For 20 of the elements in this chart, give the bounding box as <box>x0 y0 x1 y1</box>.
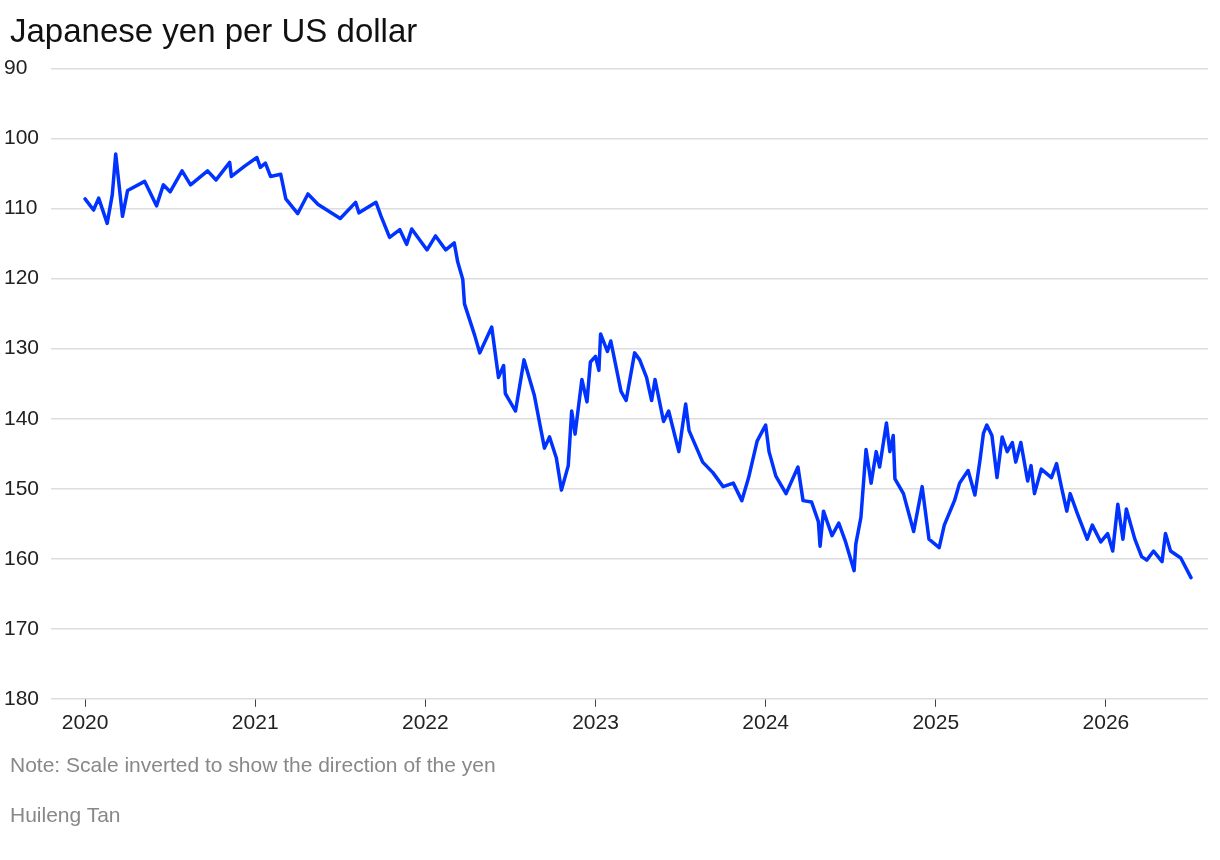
y-tick-label: 90 <box>4 55 28 79</box>
x-tick-label: 2022 <box>401 710 449 734</box>
x-tick-label: 2025 <box>912 710 960 734</box>
x-tick-label: 2021 <box>231 710 279 734</box>
y-tick-label: 100 <box>4 125 40 149</box>
y-tick-label: 160 <box>4 545 40 569</box>
y-tick-label: 180 <box>4 685 40 709</box>
text: Huileng Tan <box>10 802 122 828</box>
x-tick-label: 2020 <box>61 710 109 734</box>
x-tick-label: 2026 <box>1082 710 1130 734</box>
y-tick-label: 170 <box>4 615 40 639</box>
y-tick-label: 150 <box>4 475 40 499</box>
y-tick-label: 110 <box>4 195 38 219</box>
x-tick-label: 2024 <box>742 710 790 734</box>
y-tick-label: 140 <box>4 405 40 429</box>
chart-title: Japanese yen per US dollar <box>10 12 419 50</box>
x-tick-label: 2023 <box>572 710 619 734</box>
y-tick-label: 130 <box>4 335 40 359</box>
text: Note: Scale inverted to show the direction of the yen <box>10 752 497 778</box>
y-tick-label: 120 <box>4 265 40 289</box>
